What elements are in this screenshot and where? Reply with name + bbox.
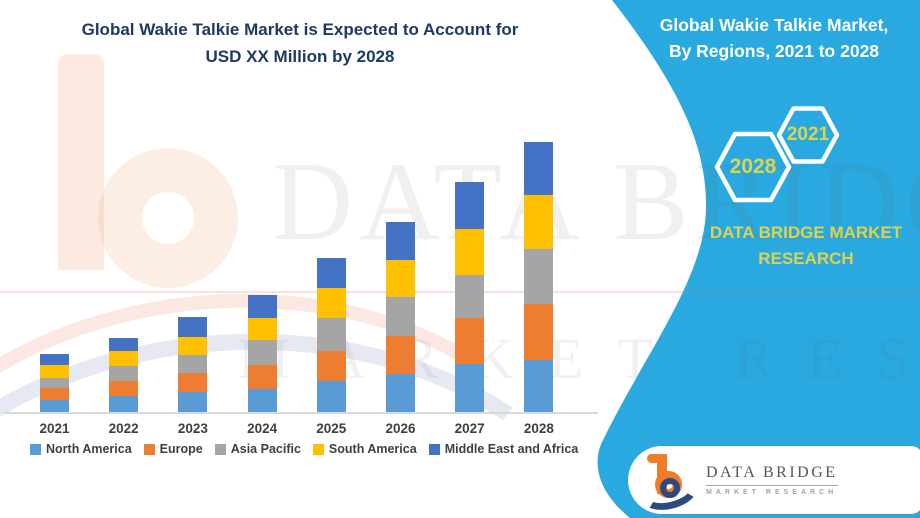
bar-segment-asia-pacific bbox=[455, 275, 485, 318]
bar-2023 bbox=[178, 317, 208, 412]
footer-logo-text: DATA BRIDGE MARKET RESEARCH bbox=[706, 464, 838, 496]
bar-segment-europe bbox=[455, 318, 485, 364]
x-axis-label-2021: 2021 bbox=[39, 421, 70, 436]
bar-segment-europe bbox=[316, 351, 346, 381]
bar-segment-asia-pacific bbox=[386, 297, 415, 336]
bar-2022 bbox=[109, 338, 139, 412]
bar-segment-middle-east-and-africa bbox=[316, 258, 346, 288]
bar-segment-south-america bbox=[386, 260, 415, 297]
side-panel-title-line2: By Regions, 2021 to 2028 bbox=[668, 41, 880, 61]
legend-swatch-south-america bbox=[312, 443, 324, 455]
bar-segment-europe bbox=[247, 365, 277, 389]
bar-segment-middle-east-and-africa bbox=[109, 338, 139, 351]
bar-segment-north-america bbox=[178, 392, 208, 412]
legend-swatch-north-america bbox=[30, 443, 41, 455]
bar-segment-europe bbox=[40, 388, 69, 400]
bar-2021 bbox=[40, 354, 69, 412]
side-panel-title-line1: Global Wakie Talkie Market, bbox=[659, 15, 889, 35]
logo-inner-ring bbox=[660, 478, 680, 498]
legend-label-europe: Europe bbox=[159, 442, 203, 456]
teal-panel-shape bbox=[597, 0, 920, 518]
side-panel-title: Global Wakie Talkie Market, By Regions, … bbox=[628, 12, 920, 64]
bar-2024 bbox=[247, 295, 277, 412]
bar-2025 bbox=[316, 258, 346, 412]
chart-title-line1: Global Wakie Talkie Market is Expected t… bbox=[81, 20, 519, 39]
bar-segment-south-america bbox=[178, 337, 208, 355]
legend-item-south-america: South America bbox=[312, 442, 417, 456]
legend-swatch-europe bbox=[143, 443, 155, 455]
bar-segment-north-america bbox=[524, 360, 554, 412]
x-axis-label-2023: 2023 bbox=[177, 421, 208, 436]
x-axis-label-2027: 2027 bbox=[454, 421, 485, 436]
bar-segment-asia-pacific bbox=[178, 355, 208, 373]
bar-segment-north-america bbox=[455, 364, 485, 412]
x-axis-line bbox=[4, 412, 598, 414]
footer-logo-subtitle: MARKET RESEARCH bbox=[706, 489, 838, 496]
bar-segment-south-america bbox=[40, 365, 69, 378]
bar-segment-asia-pacific bbox=[40, 378, 69, 388]
x-axis-label-2026: 2026 bbox=[385, 421, 416, 436]
bar-segment-asia-pacific bbox=[109, 366, 139, 381]
hexagon-2028-outline bbox=[714, 131, 792, 203]
bar-segment-middle-east-and-africa bbox=[386, 222, 415, 260]
legend-item-north-america: North America bbox=[30, 442, 132, 456]
bar-segment-europe bbox=[109, 381, 139, 396]
panel-brand-line2: RESEARCH bbox=[758, 249, 854, 268]
bar-segment-south-america bbox=[109, 351, 139, 366]
logo-b-hook bbox=[647, 454, 663, 463]
legend-item-asia-pacific: Asia Pacific bbox=[214, 442, 301, 456]
bar-segment-middle-east-and-africa bbox=[247, 295, 277, 318]
bar-segment-asia-pacific bbox=[247, 340, 277, 365]
bar-segment-asia-pacific bbox=[524, 249, 554, 304]
chart-title-line2: USD XX Million by 2028 bbox=[205, 47, 395, 66]
bar-segment-middle-east-and-africa bbox=[524, 142, 554, 195]
bar-segment-north-america bbox=[316, 381, 346, 412]
bar-segment-north-america bbox=[40, 400, 69, 412]
hexagon-2021-outline bbox=[776, 106, 840, 164]
bar-segment-middle-east-and-africa bbox=[455, 182, 485, 229]
bar-segment-europe bbox=[178, 373, 208, 392]
bar-segment-north-america bbox=[386, 374, 415, 412]
legend-item-middle-east-and-africa: Middle East and Africa bbox=[428, 442, 579, 456]
bar-segment-south-america bbox=[524, 195, 554, 249]
bar-segment-south-america bbox=[316, 288, 346, 318]
legend-swatch-asia-pacific bbox=[214, 443, 226, 455]
bar-2027 bbox=[455, 182, 485, 412]
bar-2026 bbox=[386, 222, 415, 412]
hexagon-2021-label: 2021 bbox=[786, 124, 830, 145]
hexagon-2028-label: 2028 bbox=[729, 155, 777, 178]
bar-segment-asia-pacific bbox=[316, 318, 346, 351]
chart-title: Global Wakie Talkie Market is Expected t… bbox=[70, 16, 530, 70]
legend-label-south-america: South America bbox=[328, 442, 417, 456]
x-axis-label-2022: 2022 bbox=[108, 421, 139, 436]
watermark-logo-stem bbox=[58, 54, 104, 270]
bar-segment-south-america bbox=[247, 318, 277, 340]
footer-logo-brand: DATA BRIDGE bbox=[706, 464, 838, 486]
legend-item-europe: Europe bbox=[143, 442, 203, 456]
bar-segment-north-america bbox=[247, 389, 277, 412]
bar-segment-north-america bbox=[109, 396, 139, 412]
x-axis-label-2028: 2028 bbox=[523, 421, 554, 436]
hexagon-badges bbox=[714, 106, 840, 203]
legend-label-asia-pacific: Asia Pacific bbox=[230, 442, 301, 456]
panel-brand-line1: DATA BRIDGE MARKET bbox=[709, 223, 903, 242]
footer-logo-bubble: DATA BRIDGE MARKET RESEARCH bbox=[628, 446, 920, 516]
bar-2028 bbox=[524, 142, 554, 412]
x-axis-label-2024: 2024 bbox=[247, 421, 278, 436]
watermark-text-line2: MARKET RESEARCH bbox=[238, 326, 920, 391]
bar-segment-south-america bbox=[455, 229, 485, 275]
bar-segment-europe bbox=[386, 336, 415, 374]
legend-label-north-america: North America bbox=[46, 442, 132, 456]
panel-brand-text: DATA BRIDGE MARKET RESEARCH bbox=[696, 220, 916, 272]
legend-swatch-middle-east-and-africa bbox=[428, 443, 440, 455]
bar-segment-middle-east-and-africa bbox=[178, 317, 208, 337]
bar-segment-middle-east-and-africa bbox=[40, 354, 69, 365]
x-axis-label-2025: 2025 bbox=[316, 421, 347, 436]
chart-legend: North America Europe Asia Pacific South Ame… bbox=[30, 442, 578, 456]
bar-segment-europe bbox=[524, 304, 554, 360]
legend-label-middle-east-and-africa: Middle East and Africa bbox=[444, 442, 579, 456]
data-bridge-logo-icon bbox=[636, 451, 702, 516]
